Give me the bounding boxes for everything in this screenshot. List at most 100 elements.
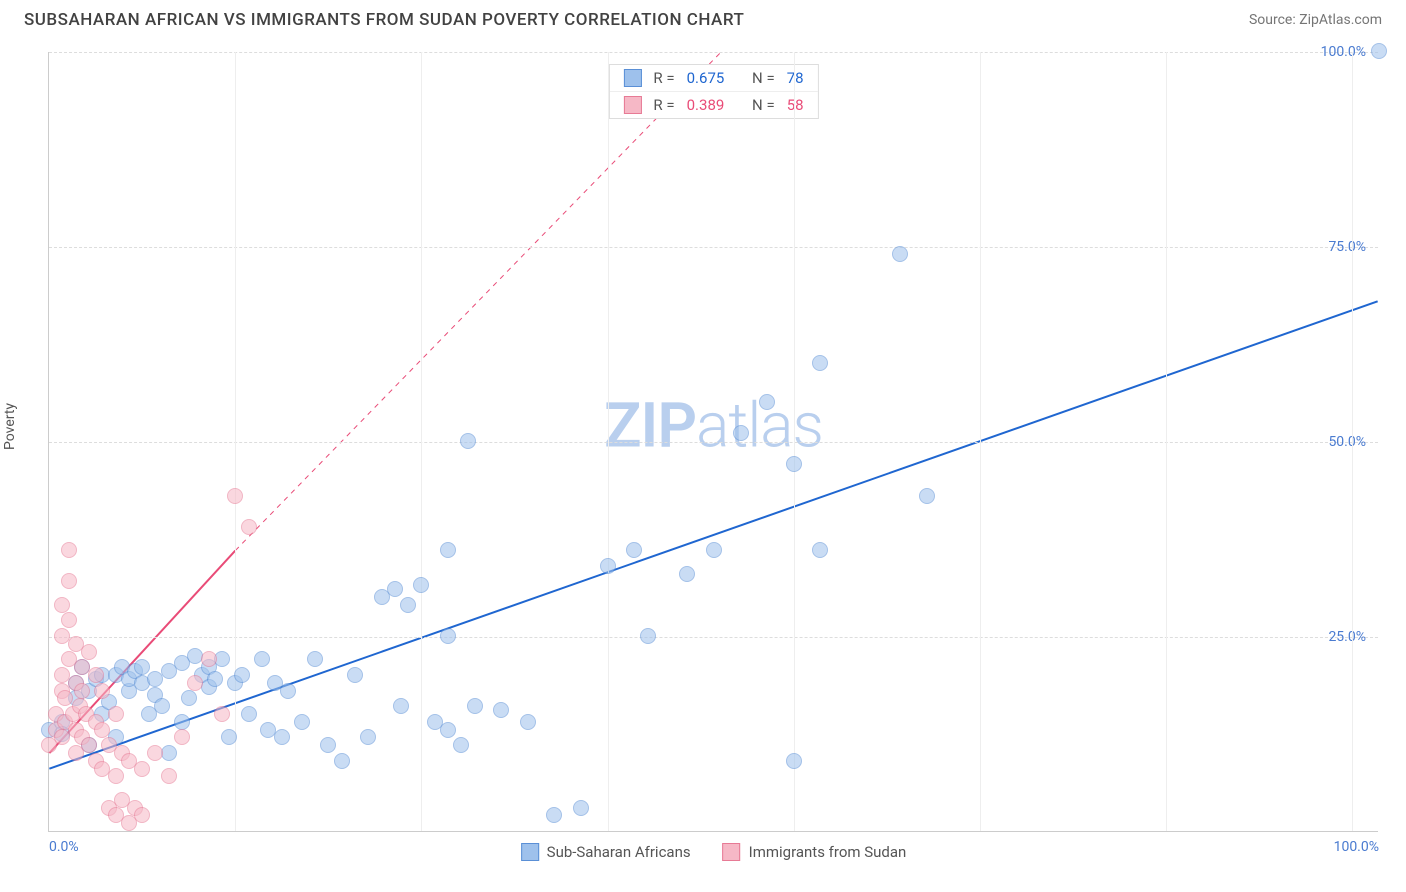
- data-point: [174, 729, 190, 745]
- data-point: [400, 597, 416, 613]
- data-point: [207, 671, 223, 687]
- n-value-a: 78: [787, 69, 804, 87]
- grid-line-v: [421, 52, 422, 831]
- y-tick-label: 100.0%: [1321, 44, 1366, 60]
- data-point: [600, 558, 616, 574]
- data-point: [460, 433, 476, 449]
- data-point: [387, 581, 403, 597]
- grid-line-h: [49, 442, 1378, 443]
- data-point: [440, 722, 456, 738]
- data-point: [187, 675, 203, 691]
- data-point: [134, 807, 150, 823]
- data-point: [134, 659, 150, 675]
- r-label: R =: [653, 69, 674, 87]
- data-point: [493, 702, 509, 718]
- grid-line-h: [49, 247, 1378, 248]
- data-point: [706, 542, 722, 558]
- y-tick-label: 50.0%: [1328, 434, 1366, 450]
- legend-item-b: Immigrants from Sudan: [723, 843, 907, 861]
- data-point: [546, 807, 562, 823]
- data-point: [241, 519, 257, 535]
- stats-row-series-a: R = 0.675 N = 78: [609, 65, 817, 91]
- grid-line-v: [1352, 52, 1353, 831]
- data-point: [294, 714, 310, 730]
- r-value-a: 0.675: [687, 69, 725, 87]
- data-point: [61, 542, 77, 558]
- watermark-zip: ZIP: [604, 389, 696, 462]
- legend-label-b: Immigrants from Sudan: [749, 843, 907, 861]
- data-point: [334, 753, 350, 769]
- data-point: [174, 714, 190, 730]
- grid-line-v: [980, 52, 981, 831]
- data-point: [733, 425, 749, 441]
- data-point: [227, 488, 243, 504]
- data-point: [57, 690, 73, 706]
- source-label: Source:: [1249, 12, 1296, 28]
- data-point: [161, 768, 177, 784]
- legend-label-a: Sub-Saharan Africans: [547, 843, 691, 861]
- source-link[interactable]: ZipAtlas.com: [1299, 12, 1382, 28]
- legend-swatch-a: [521, 843, 539, 861]
- data-point: [786, 456, 802, 472]
- data-point: [786, 753, 802, 769]
- swatch-series-a: [623, 69, 641, 87]
- grid-line-h: [49, 52, 1378, 53]
- data-point: [640, 628, 656, 644]
- grid-line-v: [608, 52, 609, 831]
- y-axis-label: Poverty: [2, 403, 18, 450]
- data-point: [147, 745, 163, 761]
- data-point: [94, 722, 110, 738]
- data-point: [74, 683, 90, 699]
- data-point: [1371, 43, 1387, 59]
- r-label: R =: [653, 96, 674, 114]
- stats-box: R = 0.675 N = 78 R = 0.389 N = 58: [608, 64, 818, 119]
- data-point: [88, 667, 104, 683]
- legend-item-a: Sub-Saharan Africans: [521, 843, 691, 861]
- chart-title: SUBSAHARAN AFRICAN VS IMMIGRANTS FROM SU…: [24, 10, 744, 30]
- data-point: [307, 651, 323, 667]
- data-point: [320, 737, 336, 753]
- legend-swatch-b: [723, 843, 741, 861]
- n-value-b: 58: [787, 96, 804, 114]
- data-point: [234, 667, 250, 683]
- grid-line-v: [794, 52, 795, 831]
- n-label: N =: [752, 96, 775, 114]
- data-point: [440, 628, 456, 644]
- data-point: [393, 698, 409, 714]
- data-point: [81, 737, 97, 753]
- chart-container: Poverty ZIPatlas R = 0.675 N = 78 R = 0.…: [0, 42, 1406, 892]
- data-point: [413, 577, 429, 593]
- data-point: [679, 566, 695, 582]
- data-point: [61, 612, 77, 628]
- y-tick-label: 75.0%: [1328, 239, 1366, 255]
- swatch-series-b: [623, 96, 641, 114]
- data-point: [453, 737, 469, 753]
- stats-row-series-b: R = 0.389 N = 58: [609, 91, 817, 118]
- data-point: [61, 573, 77, 589]
- data-point: [254, 651, 270, 667]
- plot-area: ZIPatlas R = 0.675 N = 78 R = 0.389 N = …: [48, 52, 1378, 832]
- x-tick-label: 0.0%: [49, 839, 79, 855]
- bottom-legend: Sub-Saharan Africans Immigrants from Sud…: [521, 843, 907, 861]
- data-point: [440, 542, 456, 558]
- data-point: [181, 690, 197, 706]
- data-point: [626, 542, 642, 558]
- data-point: [201, 651, 217, 667]
- data-point: [241, 706, 257, 722]
- data-point: [274, 729, 290, 745]
- grid-line-v: [1166, 52, 1167, 831]
- x-tick-label: 100.0%: [1334, 839, 1379, 855]
- data-point: [154, 698, 170, 714]
- n-label: N =: [752, 69, 775, 87]
- data-point: [360, 729, 376, 745]
- data-point: [573, 800, 589, 816]
- data-point: [347, 667, 363, 683]
- data-point: [221, 729, 237, 745]
- source-attribution: Source: ZipAtlas.com: [1249, 12, 1382, 28]
- r-value-b: 0.389: [687, 96, 725, 114]
- data-point: [280, 683, 296, 699]
- data-point: [214, 706, 230, 722]
- grid-line-v: [235, 52, 236, 831]
- data-point: [467, 698, 483, 714]
- data-point: [759, 394, 775, 410]
